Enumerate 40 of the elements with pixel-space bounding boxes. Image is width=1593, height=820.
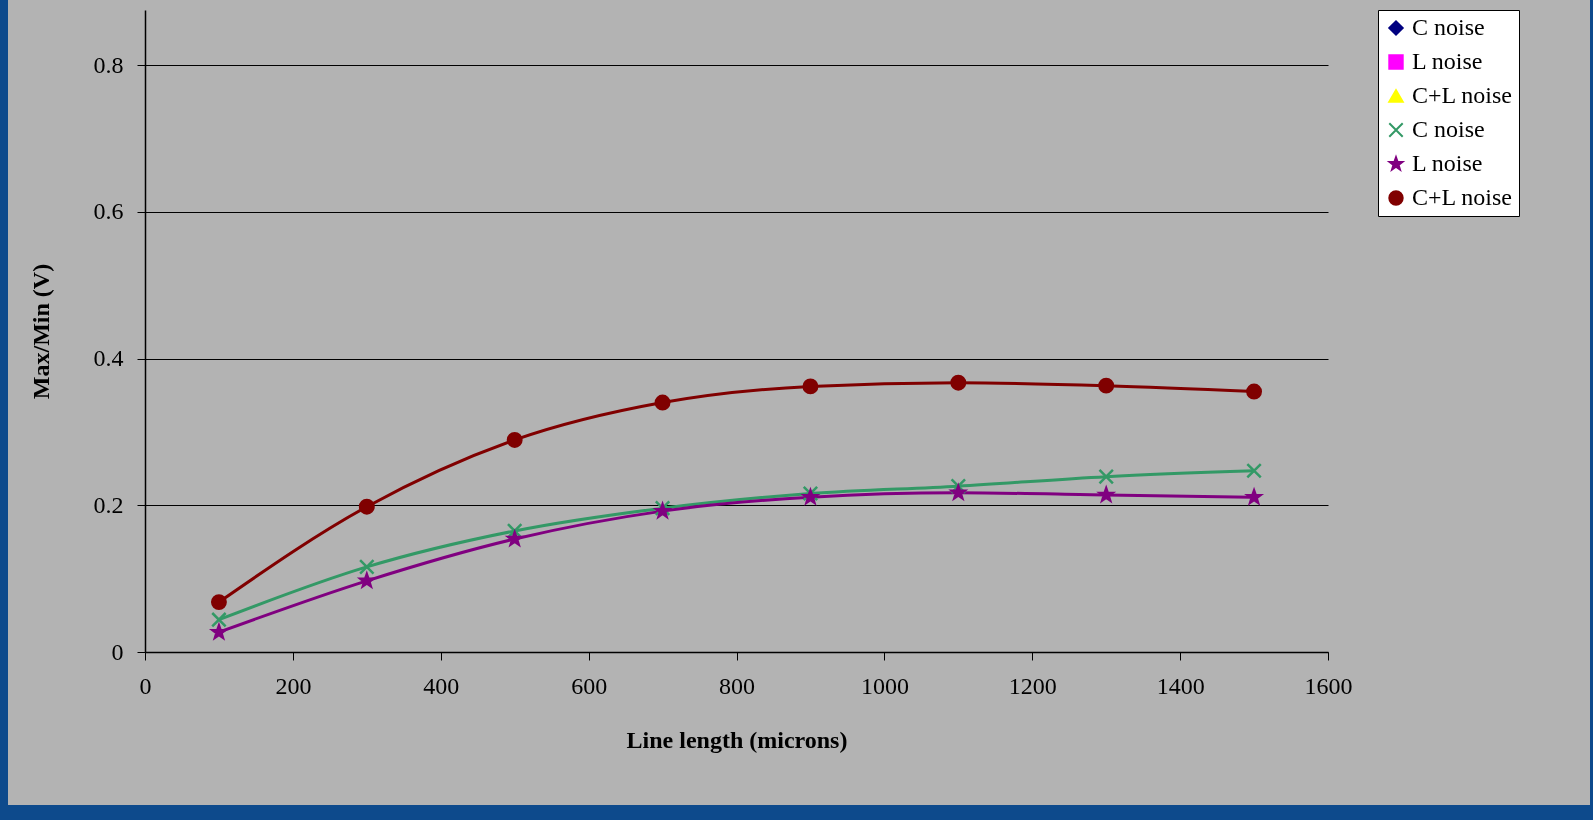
point — [802, 378, 819, 395]
legend-label: L noise — [1412, 48, 1483, 74]
legend-label: C noise — [1412, 14, 1485, 40]
y-tick-label: 0 — [111, 638, 124, 665]
x-axis-title: Line length (microns) — [626, 726, 848, 753]
y-tick-label: 0.2 — [93, 491, 124, 518]
point — [1098, 468, 1115, 485]
legend-label: C noise — [1412, 116, 1485, 142]
point — [210, 611, 227, 628]
point — [358, 498, 375, 515]
point — [210, 594, 227, 611]
point — [1246, 383, 1263, 400]
point — [358, 558, 375, 575]
x-tick-label: 600 — [571, 672, 608, 699]
point — [506, 432, 523, 448]
x-tick-label: 0 — [139, 672, 152, 699]
x-tick-label: 800 — [719, 672, 755, 699]
legend-label: C+L noise — [1412, 82, 1512, 108]
point — [950, 374, 967, 391]
x-tick-label: 1600 — [1304, 672, 1353, 699]
legend-label: L noise — [1412, 150, 1483, 176]
x-tick-label: 400 — [423, 672, 460, 699]
y-tick-label: 0.8 — [93, 51, 124, 78]
x-tick-label: 1200 — [1008, 672, 1057, 699]
point — [1098, 377, 1115, 394]
x-tick-label: 200 — [275, 672, 312, 699]
point — [357, 570, 375, 590]
point — [654, 394, 671, 411]
point — [948, 482, 968, 502]
x-tick-label: 1000 — [860, 672, 909, 699]
point — [1246, 462, 1263, 479]
y-axis-title: Max/Min (V) — [27, 263, 54, 400]
y-tick-label: 0.6 — [93, 198, 124, 225]
point — [950, 478, 967, 495]
y-tick-label: 0.4 — [93, 345, 124, 372]
point — [506, 522, 523, 539]
legend-label: C+L noise — [1412, 184, 1512, 210]
x-tick-label: 1400 — [1156, 672, 1205, 699]
point — [800, 487, 821, 506]
point — [802, 485, 819, 502]
